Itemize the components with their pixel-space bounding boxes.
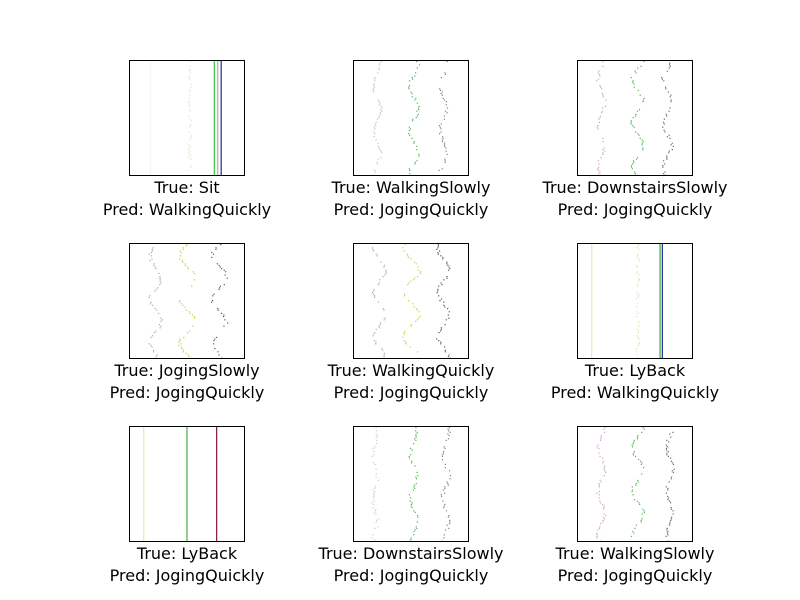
signal-trace	[661, 62, 674, 176]
panel-caption: True: DownstairsSlowly Pred: JogingQuickl…	[291, 543, 531, 587]
signal-image	[129, 426, 245, 542]
signal-image	[353, 243, 469, 359]
sample-panel	[353, 243, 469, 359]
sample-panel	[129, 426, 245, 542]
signal-image	[129, 60, 245, 176]
sample-panel	[129, 243, 245, 359]
sample-panel	[353, 426, 469, 542]
panel-caption: True: Sit Pred: WalkingQuickly	[67, 177, 307, 221]
predicted-label: Pred: JogingQuickly	[557, 200, 713, 219]
true-label: True: WalkingSlowly	[331, 178, 491, 197]
image-background	[578, 244, 692, 358]
true-label: True: LyBack	[136, 544, 238, 563]
predicted-label: Pred: JogingQuickly	[333, 566, 489, 585]
true-label: True: Sit	[154, 178, 220, 197]
predicted-label: Pred: WalkingQuickly	[550, 383, 720, 402]
sample-panel	[353, 60, 469, 176]
signal-trace	[635, 244, 640, 359]
true-label: True: JogingSlowly	[114, 361, 260, 380]
panel-caption: True: DownstairsSlowly Pred: JogingQuickl…	[515, 177, 755, 221]
image-background	[354, 244, 468, 358]
signal-image	[353, 60, 469, 176]
image-frame	[353, 243, 469, 359]
image-frame	[577, 426, 693, 542]
signal-trace	[187, 61, 192, 171]
panel-caption: True: WalkingSlowly Pred: JogingQuickly	[291, 177, 531, 221]
image-background	[354, 61, 468, 175]
image-background	[578, 61, 692, 175]
image-frame	[129, 60, 245, 176]
image-frame	[353, 60, 469, 176]
true-label: True: DownstairsSlowly	[318, 544, 504, 563]
image-frame	[129, 243, 245, 359]
image-background	[578, 427, 692, 541]
predicted-label: Pred: JogingQuickly	[333, 200, 489, 219]
signal-trace	[148, 247, 163, 358]
signal-image	[577, 426, 693, 542]
signal-trace	[408, 61, 421, 175]
predicted-label: Pred: JogingQuickly	[557, 566, 713, 585]
image-background	[354, 427, 468, 541]
signal-image	[129, 243, 245, 359]
signal-trace	[402, 244, 422, 359]
panel-caption: True: LyBack Pred: WalkingQuickly	[515, 360, 755, 404]
panel-caption: True: JogingSlowly Pred: JogingQuickly	[67, 360, 307, 404]
signal-trace	[665, 431, 675, 542]
signal-trace	[630, 61, 645, 176]
predicted-label: Pred: JogingQuickly	[109, 383, 265, 402]
predicted-label: Pred: JogingQuickly	[109, 566, 265, 585]
signal-trace	[436, 244, 451, 359]
image-frame	[353, 426, 469, 542]
signal-trace	[211, 244, 229, 359]
signal-trace	[371, 427, 380, 541]
sample-panel	[577, 426, 693, 542]
predicted-label: Pred: WalkingQuickly	[102, 200, 272, 219]
image-frame	[577, 60, 693, 176]
panel-caption: True: WalkingSlowly Pred: JogingQuickly	[515, 543, 755, 587]
image-frame	[129, 426, 245, 542]
image-frame	[577, 243, 693, 359]
panel-caption: True: LyBack Pred: JogingQuickly	[67, 543, 307, 587]
sample-panel	[129, 60, 245, 176]
true-label: True: LyBack	[584, 361, 686, 380]
signal-trace	[595, 61, 607, 176]
panel-caption: True: WalkingQuickly Pred: JogingQuickly	[291, 360, 531, 404]
signal-image	[577, 60, 693, 176]
true-label: True: WalkingSlowly	[555, 544, 715, 563]
signal-trace	[178, 244, 196, 359]
signal-image	[577, 243, 693, 359]
true-label: True: WalkingQuickly	[327, 361, 495, 380]
signal-trace	[371, 247, 387, 358]
true-label: True: DownstairsSlowly	[542, 178, 728, 197]
signal-image	[353, 426, 469, 542]
image-background	[130, 61, 244, 175]
signal-trace	[630, 427, 645, 537]
image-background	[130, 244, 244, 358]
sample-panel	[577, 243, 693, 359]
predicted-label: Pred: JogingQuickly	[333, 383, 489, 402]
sample-panel	[577, 60, 693, 176]
signal-trace	[408, 427, 419, 542]
signal-trace	[438, 61, 449, 171]
